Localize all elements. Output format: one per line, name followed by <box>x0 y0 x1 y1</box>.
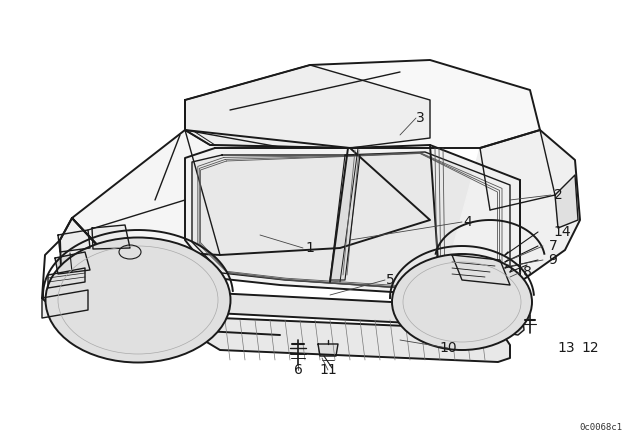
Polygon shape <box>185 145 520 295</box>
Text: 0c0068c1: 0c0068c1 <box>579 423 622 432</box>
Polygon shape <box>555 175 578 228</box>
Text: 1: 1 <box>305 241 314 255</box>
Text: 2: 2 <box>554 188 563 202</box>
Polygon shape <box>195 292 502 324</box>
Polygon shape <box>185 65 430 148</box>
Text: 4: 4 <box>463 215 472 229</box>
Ellipse shape <box>45 237 230 362</box>
Text: 14: 14 <box>553 225 571 239</box>
Polygon shape <box>58 230 90 252</box>
Text: 7: 7 <box>548 239 557 253</box>
Polygon shape <box>72 130 430 255</box>
Text: 12: 12 <box>581 341 599 355</box>
Polygon shape <box>48 268 85 288</box>
Ellipse shape <box>392 254 532 350</box>
Text: 8: 8 <box>523 265 531 279</box>
Text: 5: 5 <box>386 273 394 287</box>
Text: 11: 11 <box>319 363 337 377</box>
Polygon shape <box>498 296 524 335</box>
Polygon shape <box>440 130 580 295</box>
Polygon shape <box>200 318 510 362</box>
Text: 9: 9 <box>548 253 557 267</box>
Polygon shape <box>185 60 540 148</box>
Polygon shape <box>55 252 90 274</box>
Polygon shape <box>330 155 360 280</box>
Polygon shape <box>192 152 510 290</box>
Text: 6: 6 <box>294 363 303 377</box>
Polygon shape <box>60 218 100 298</box>
Text: 3: 3 <box>415 111 424 125</box>
Polygon shape <box>42 290 88 318</box>
Text: 10: 10 <box>439 341 457 355</box>
Polygon shape <box>92 225 130 249</box>
Polygon shape <box>318 344 338 356</box>
Polygon shape <box>452 255 510 285</box>
Text: 13: 13 <box>557 341 575 355</box>
